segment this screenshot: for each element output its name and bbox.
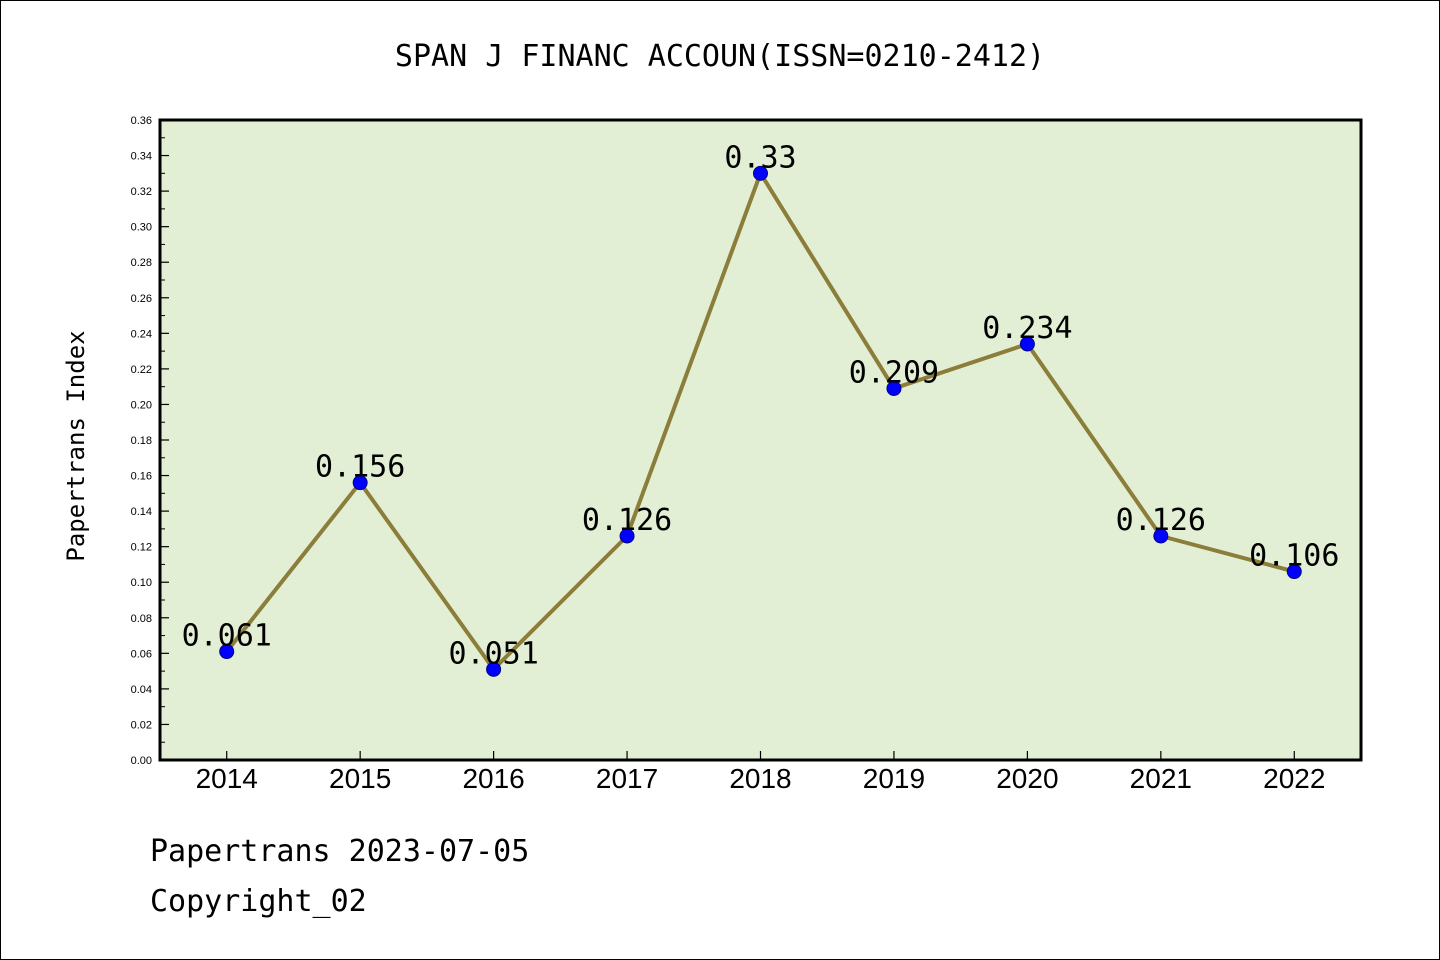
- y-tick-label: 0.04: [131, 684, 152, 696]
- y-tick-label: 0.26: [131, 293, 152, 305]
- y-tick-label: 0.10: [131, 577, 152, 589]
- data-label: 0.126: [582, 503, 672, 538]
- chart-title: SPAN J FINANC ACCOUN(ISSN=0210-2412): [395, 39, 1045, 74]
- y-tick-label: 0.16: [131, 471, 152, 483]
- y-tick-label: 0.22: [131, 364, 152, 376]
- y-tick-label: 0.02: [131, 719, 152, 731]
- y-tick-label: 0.24: [131, 328, 152, 340]
- y-tick-label: 0.30: [131, 222, 152, 234]
- x-tick-label: 2022: [1263, 763, 1325, 794]
- y-tick-label: 0.08: [131, 613, 152, 625]
- y-tick-label: 0.34: [131, 151, 152, 163]
- x-tick-label: 2020: [996, 763, 1058, 794]
- data-label: 0.209: [849, 355, 939, 390]
- data-point: [753, 165, 768, 181]
- footer-copyright: Copyright_02: [150, 884, 367, 919]
- series-layer: 0.061 0.156 0.051 0.126 0.33 0.209 0.234 0.126 0…: [182, 140, 1339, 677]
- y-axis-label: Papertrans Index: [62, 330, 90, 561]
- data-label: 0.156: [315, 450, 405, 485]
- y-tick-label: 0.06: [131, 648, 152, 660]
- data-point: [486, 661, 502, 677]
- y-tick-label: 0.28: [131, 257, 152, 269]
- data-label: 0.234: [982, 311, 1072, 346]
- x-tick-label: 2019: [863, 763, 925, 794]
- data-label: 0.33: [724, 140, 796, 175]
- x-tick-label: 2021: [1130, 763, 1192, 794]
- y-tick-label: 0.14: [131, 506, 152, 518]
- data-point: [1286, 564, 1302, 580]
- y-tick-label: 0.20: [131, 399, 152, 411]
- x-tick-label: 2017: [596, 763, 658, 794]
- data-point: [619, 528, 635, 544]
- data-point: [886, 380, 902, 396]
- x-tick-label: 2015: [329, 763, 391, 794]
- y-tick-label: 0.18: [131, 435, 152, 447]
- data-label: 0.061: [182, 619, 272, 654]
- data-point: [1153, 528, 1169, 544]
- y-axis-ticks: 0.00 0.02 0.04 0.06 0.08 0.10 0.12 0.14 0.16 0.18…: [131, 115, 169, 767]
- y-tick-label: 0.36: [131, 115, 152, 127]
- data-label: 0.051: [448, 636, 538, 671]
- x-tick-label: 2016: [462, 763, 524, 794]
- y-tick-label: 0.32: [131, 186, 152, 198]
- data-point: [352, 475, 368, 491]
- y-tick-label: 0.12: [131, 542, 152, 554]
- plot-area: [158, 118, 1363, 762]
- y-tick-label: 0.00: [131, 755, 152, 767]
- footer-date: Papertrans 2023-07-05: [150, 834, 530, 869]
- data-point: [1019, 336, 1035, 352]
- data-point: [219, 644, 235, 660]
- x-tick-label: 2018: [729, 763, 791, 794]
- data-label: 0.106: [1249, 539, 1339, 574]
- data-label: 0.126: [1116, 503, 1206, 538]
- x-axis-ticks: 2014 2015 2016 2017 2018 2019 2020 2021 2022: [196, 751, 1325, 794]
- x-tick-label: 2014: [196, 763, 258, 794]
